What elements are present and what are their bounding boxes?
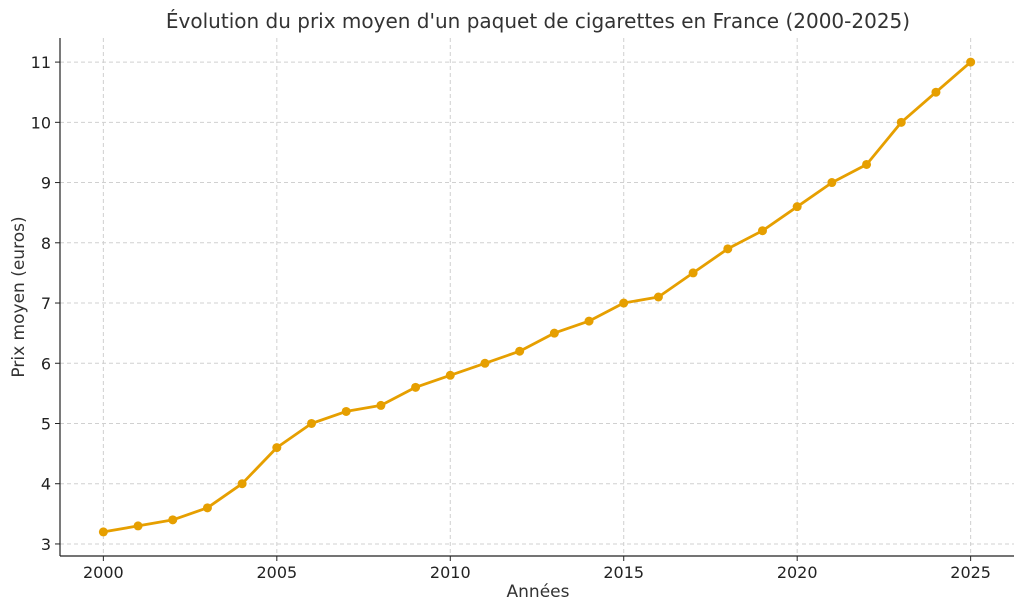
data-point	[445, 370, 455, 380]
y-tick-label: 4	[41, 475, 51, 494]
data-point	[376, 400, 386, 410]
x-tick-label: 2000	[83, 563, 124, 582]
data-point	[202, 503, 212, 513]
data-point	[827, 178, 837, 188]
x-axis-label: Années	[507, 582, 570, 602]
y-tick-label: 11	[31, 53, 51, 72]
data-point	[98, 527, 108, 537]
data-point	[723, 244, 733, 254]
series	[98, 57, 976, 537]
data-point	[237, 479, 247, 489]
data-point	[549, 328, 559, 338]
data-point	[757, 226, 767, 236]
x-tick-label: 2015	[603, 563, 644, 582]
data-point	[653, 292, 663, 302]
x-tick-label: 2005	[256, 563, 297, 582]
y-tick-label: 8	[41, 234, 51, 253]
data-point	[480, 358, 490, 368]
data-point	[411, 382, 421, 392]
data-point	[272, 443, 282, 453]
x-tick-label: 2010	[430, 563, 471, 582]
y-tick-label: 3	[41, 535, 51, 554]
y-tick-label: 5	[41, 414, 51, 433]
data-point	[584, 316, 594, 326]
data-point	[966, 57, 976, 67]
chart-title: Évolution du prix moyen d'un paquet de c…	[166, 9, 910, 33]
data-point	[688, 268, 698, 278]
y-axis-label: Prix moyen (euros)	[9, 216, 29, 377]
y-tick-label: 7	[41, 294, 51, 313]
y-tick-label: 9	[41, 174, 51, 193]
y-tick-label: 6	[41, 354, 51, 373]
data-point	[862, 159, 872, 169]
data-point	[307, 418, 317, 428]
data-point	[515, 346, 525, 356]
x-tick-label: 2020	[777, 563, 818, 582]
x-tick-label: 2025	[950, 563, 991, 582]
data-point	[133, 521, 143, 531]
y-tick-label: 10	[31, 113, 51, 132]
data-point	[896, 117, 906, 127]
grid	[60, 38, 1014, 556]
series-line	[103, 61, 972, 534]
data-point	[619, 298, 629, 308]
data-point	[931, 87, 941, 97]
data-point	[792, 202, 802, 212]
data-point	[168, 515, 178, 525]
data-point	[341, 406, 351, 416]
axes	[55, 38, 1014, 561]
tick-labels: 2000 2005 2010 2015 2020 2025 3 4 5 6 7 8 9 10 11	[31, 53, 991, 582]
